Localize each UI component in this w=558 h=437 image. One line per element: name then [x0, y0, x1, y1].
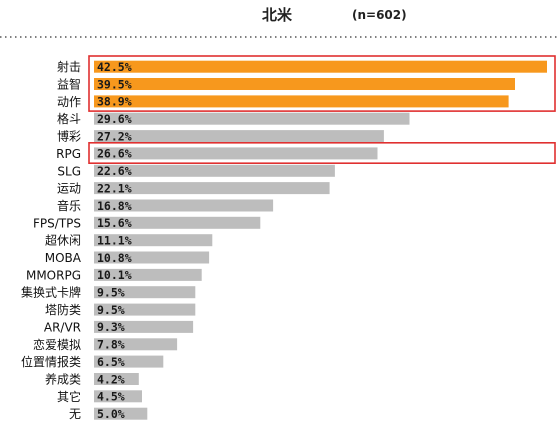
- bar-5: [94, 147, 378, 160]
- category-label-15: AR/VR: [44, 320, 81, 334]
- bar-18: [94, 373, 139, 385]
- value-label-14: 9.5%: [97, 303, 125, 317]
- category-label-6: SLG: [57, 164, 81, 178]
- bar-7: [94, 182, 330, 195]
- bar-16: [94, 338, 178, 351]
- category-label-19: 其它: [57, 389, 81, 404]
- value-label-15: 9.3%: [97, 320, 125, 334]
- value-label-11: 10.8%: [97, 251, 132, 265]
- category-label-7: 运动: [57, 182, 81, 196]
- category-label-16: 恋爱模拟: [33, 337, 81, 352]
- category-label-1: 益智: [57, 77, 81, 92]
- bar-2: [94, 95, 509, 108]
- value-label-12: 10.1%: [97, 268, 132, 282]
- value-label-5: 26.6%: [97, 147, 132, 161]
- value-label-16: 7.8%: [97, 338, 125, 352]
- bar-14: [94, 303, 196, 316]
- category-label-11: MOBA: [45, 251, 82, 265]
- value-label-3: 29.6%: [97, 112, 132, 126]
- category-label-13: 集换式卡牌: [21, 285, 81, 300]
- value-label-18: 4.2%: [97, 372, 125, 386]
- bar-0: [94, 60, 547, 73]
- bar-3: [94, 112, 410, 125]
- value-label-1: 39.5%: [97, 77, 132, 91]
- value-label-0: 42.5%: [97, 60, 132, 74]
- category-label-5: RPG: [56, 147, 81, 161]
- category-label-8: 音乐: [57, 198, 81, 213]
- bar-12: [94, 268, 202, 281]
- value-label-6: 22.6%: [97, 164, 132, 178]
- highlight-box-rpg: [88, 142, 556, 165]
- bar-10: [94, 234, 213, 247]
- value-label-17: 6.5%: [97, 355, 125, 369]
- category-label-2: 动作: [57, 95, 81, 109]
- value-label-20: 5.0%: [97, 407, 125, 421]
- category-label-14: 塔防类: [45, 302, 81, 317]
- value-label-13: 9.5%: [97, 286, 125, 300]
- value-label-19: 4.5%: [97, 390, 125, 404]
- bar-11: [94, 251, 210, 264]
- category-label-17: 位置情报类: [21, 354, 81, 369]
- bars-layer: 射击 42.5% 益智 39.5% 动作 38.9% 格斗 29.6% 博彩 27.2% RPG 26…: [21, 59, 547, 421]
- category-label-3: 格斗: [57, 111, 81, 126]
- value-label-9: 15.6%: [97, 216, 132, 230]
- category-label-9: FPS/TPS: [33, 216, 81, 230]
- value-label-7: 22.1%: [97, 181, 132, 195]
- bar-6: [94, 164, 335, 177]
- bar-8: [94, 199, 274, 212]
- value-label-4: 27.2%: [97, 129, 132, 143]
- bar-4: [94, 130, 384, 143]
- value-label-2: 38.9%: [97, 95, 132, 109]
- category-label-0: 射击: [57, 59, 81, 74]
- bar-17: [94, 355, 164, 368]
- chart-subtitle: (n=602): [352, 8, 407, 22]
- category-label-12: MMORPG: [26, 268, 81, 282]
- bar-9: [94, 216, 261, 229]
- value-label-8: 16.8%: [97, 199, 132, 213]
- highlight-boxes-layer: [88, 55, 556, 165]
- bar-20: [94, 407, 148, 420]
- bar-1: [94, 78, 515, 90]
- category-label-20: 无: [69, 407, 81, 421]
- bar-13: [94, 286, 196, 299]
- value-label-10: 11.1%: [97, 234, 132, 248]
- chart-title: 北米: [262, 6, 293, 24]
- category-label-10: 超休闲: [45, 233, 81, 248]
- bar-19: [94, 390, 142, 403]
- category-label-4: 博彩: [57, 129, 81, 144]
- bar-15: [94, 320, 194, 333]
- category-label-18: 养成类: [45, 372, 81, 387]
- highlight-box-top3: [88, 55, 556, 112]
